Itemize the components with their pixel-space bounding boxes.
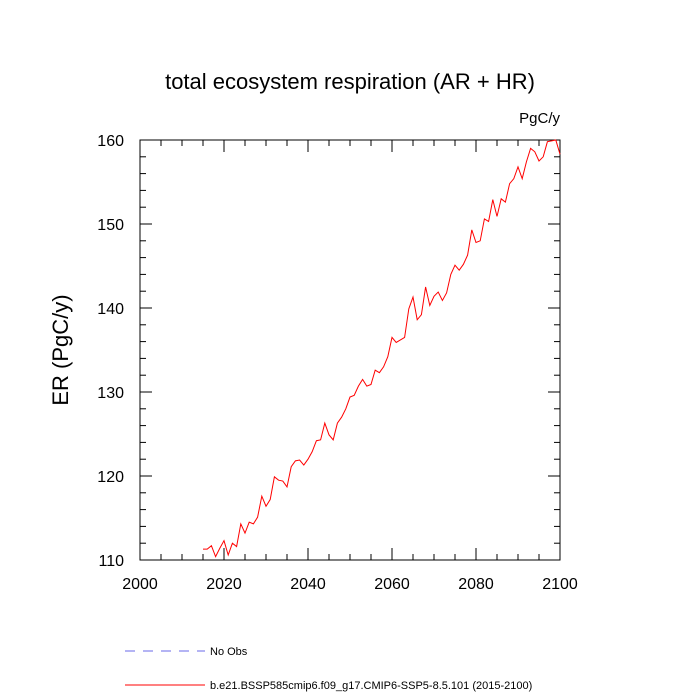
legend-label: No Obs — [210, 646, 248, 658]
y-axis-label: ER (PgC/y) — [48, 294, 73, 405]
legend: No Obs b.e21.BSSP585cmip6.f09_g17.CMIP6-S… — [125, 646, 532, 692]
legend-label: b.e21.BSSP585cmip6.f09_g17.CMIP6-SSP5-8.… — [210, 680, 532, 692]
y-tick-label: 120 — [97, 469, 124, 486]
plot-frame — [139, 139, 561, 561]
series-line — [203, 139, 561, 558]
x-tick-label: 2100 — [542, 576, 578, 593]
y-tick-label: 140 — [97, 301, 124, 318]
chart-title: total ecosystem respiration (AR + HR) — [165, 69, 535, 94]
axis-ticks: 2000 2020 2040 2060 2080 2100 110 120 130 140 150 1… — [97, 133, 578, 593]
units-label: PgC/y — [519, 110, 560, 127]
y-tick-label: 150 — [97, 217, 124, 234]
x-tick-label: 2080 — [458, 576, 494, 593]
y-tick-label: 110 — [98, 553, 124, 570]
data-lines — [203, 139, 561, 558]
y-tick-label: 160 — [97, 133, 124, 150]
y-tick-label: 130 — [97, 385, 124, 402]
x-tick-label: 2020 — [206, 576, 242, 593]
x-tick-label: 2000 — [122, 576, 158, 593]
x-tick-label: 2040 — [290, 576, 326, 593]
x-tick-label: 2060 — [374, 576, 410, 593]
